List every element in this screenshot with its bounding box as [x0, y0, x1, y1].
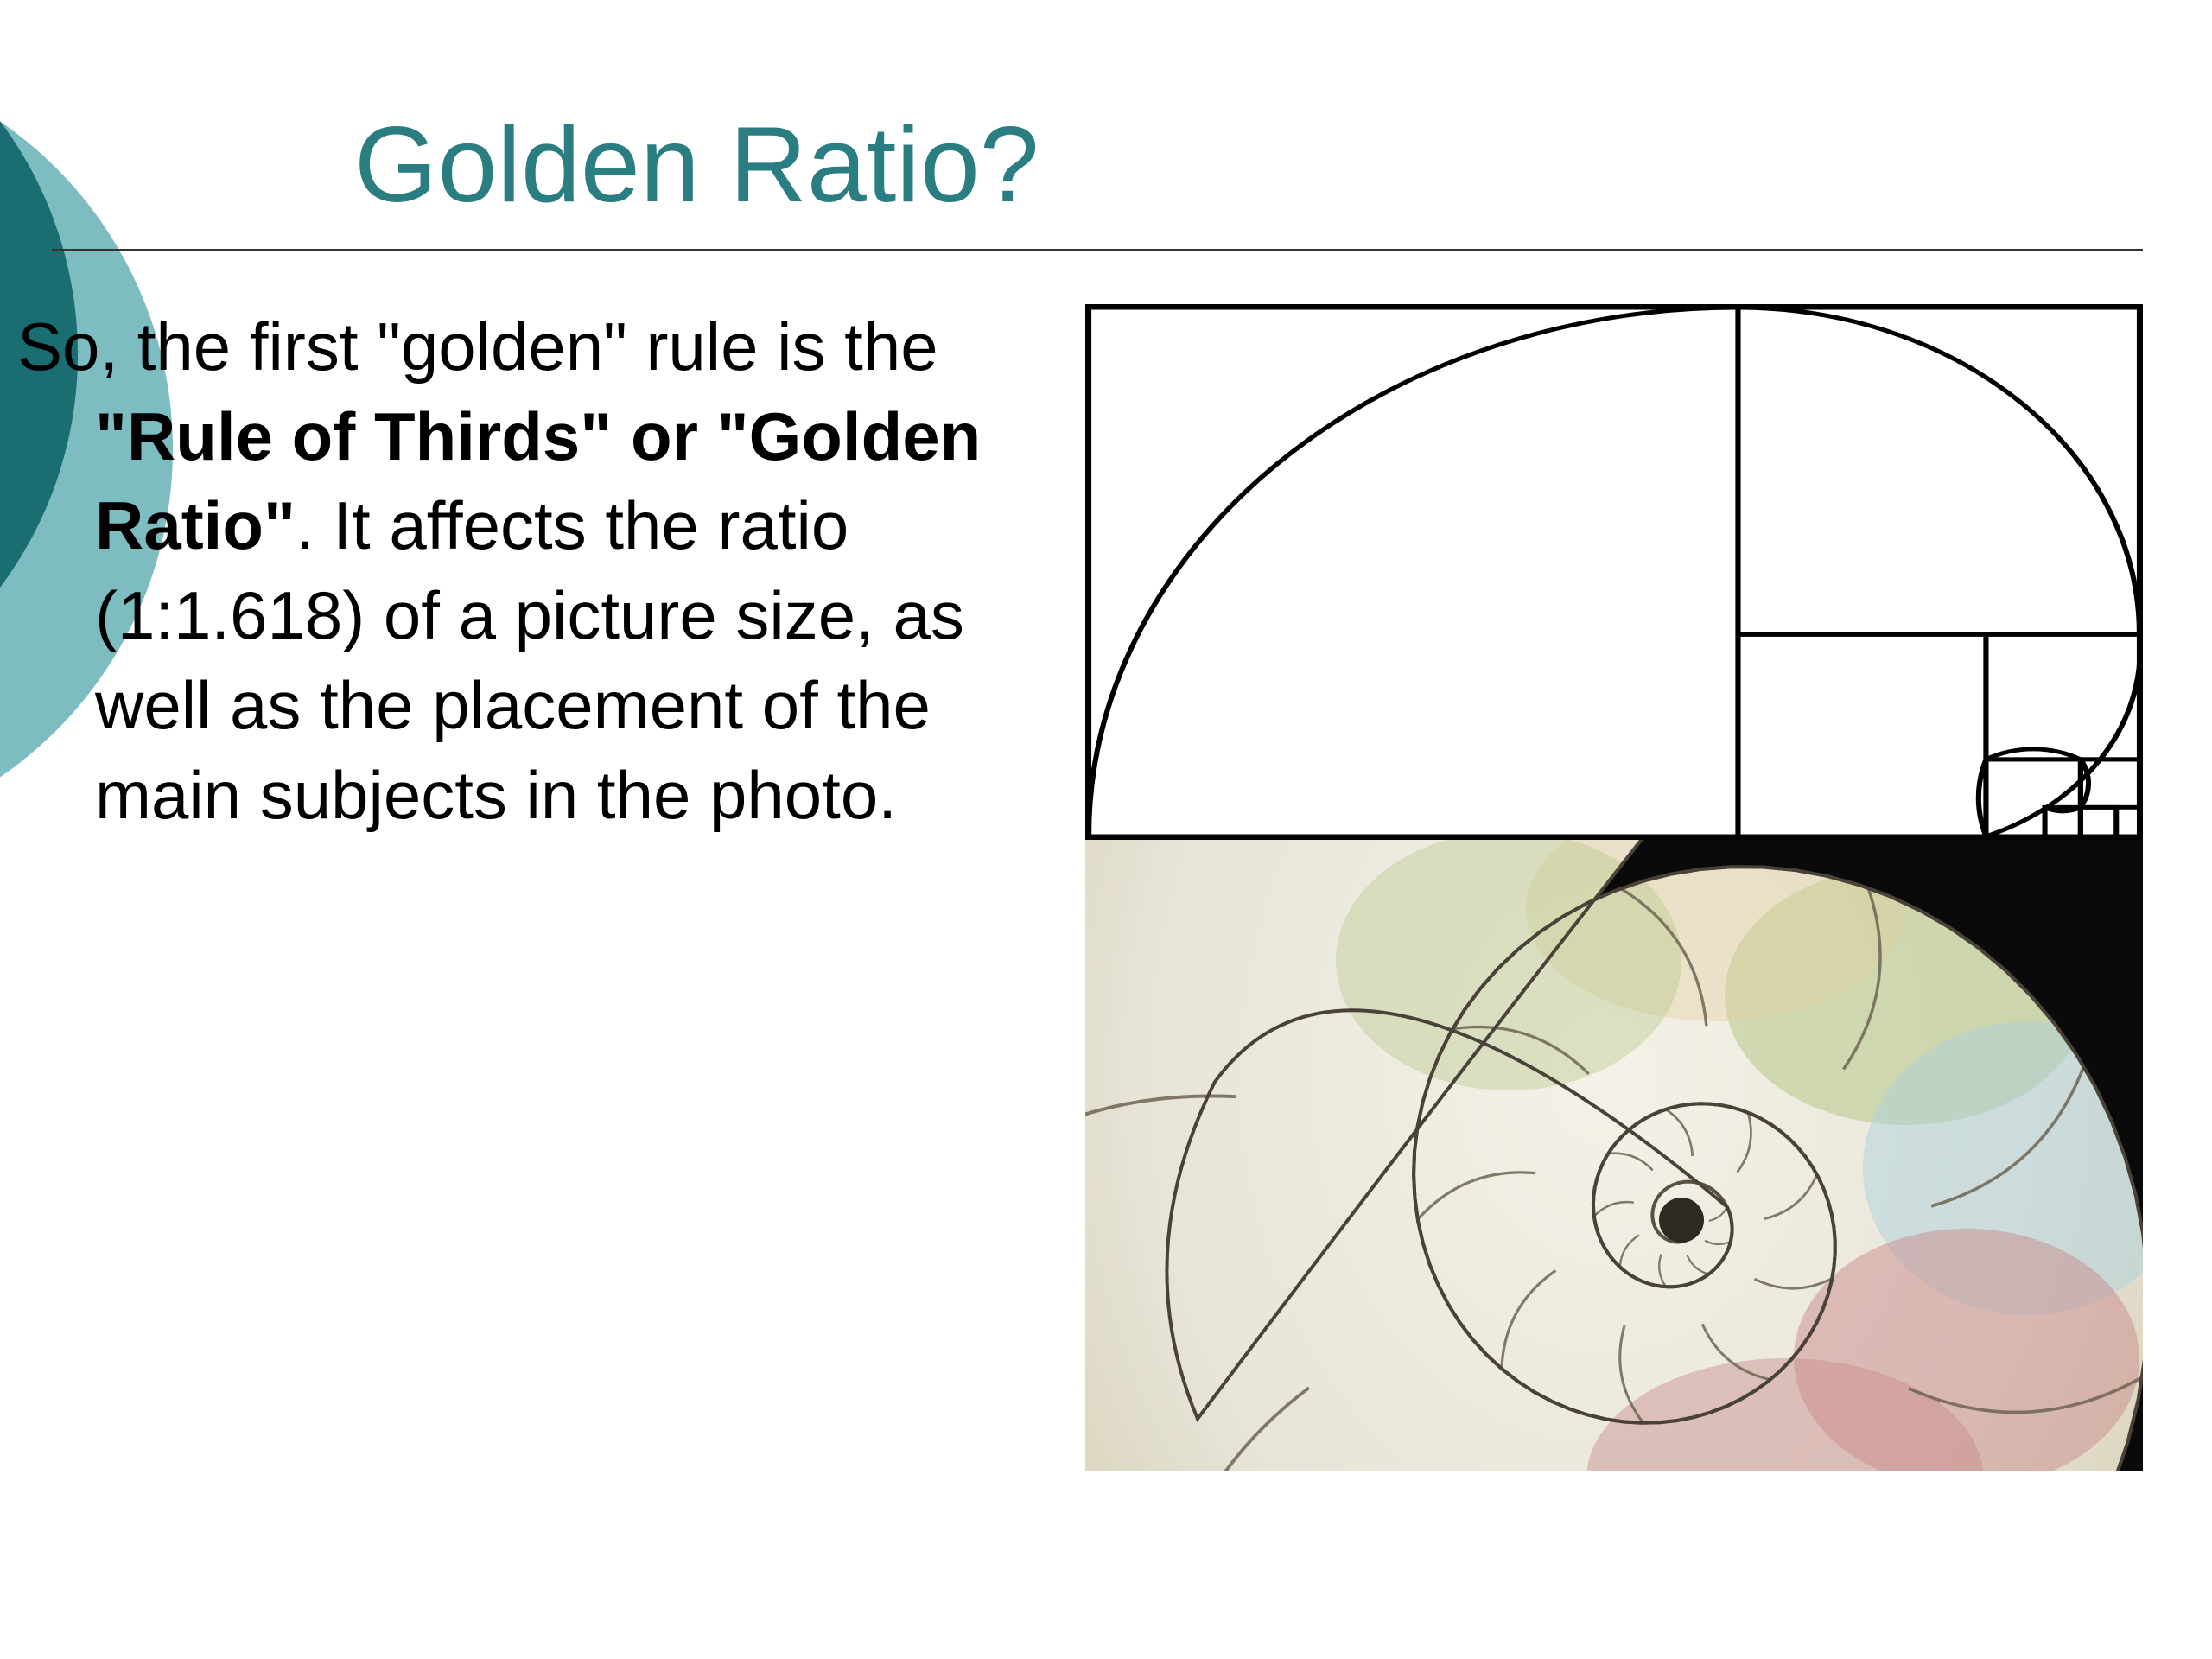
golden-spiral-diagram — [1085, 304, 2143, 840]
slide-title: Golden Ratio? — [354, 104, 1039, 226]
body-text: So, the first "golden" rule is the "Rule… — [17, 302, 1046, 840]
title-underline — [52, 249, 2143, 251]
title-wrap: Golden Ratio? — [354, 104, 1039, 226]
nautilus-shell-image — [1085, 840, 2143, 1471]
body-text-pre: So, the first "golden" rule is the — [17, 308, 938, 385]
